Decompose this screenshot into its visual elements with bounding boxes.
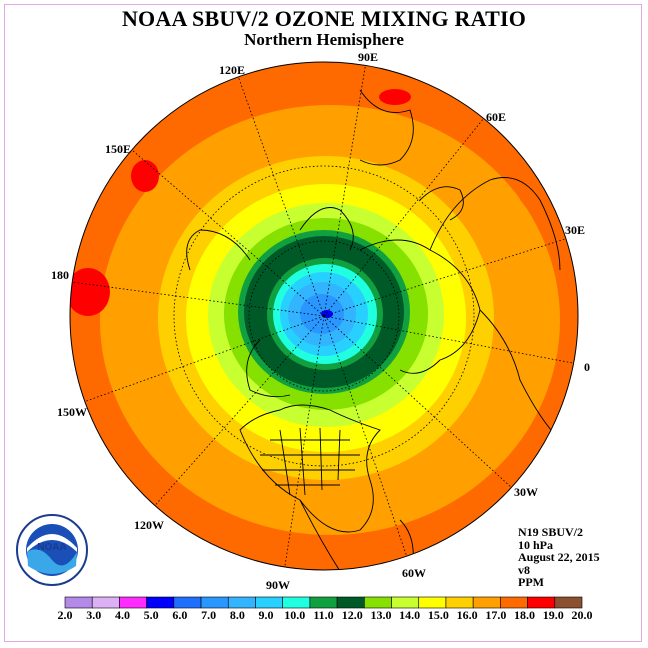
colorbar-tick-label: 16.0 [456, 608, 478, 622]
colorbar-tick-label: 14.0 [399, 608, 421, 622]
colorbar-swatch [527, 596, 556, 609]
colorbar-tick-label: 5.0 [143, 608, 159, 622]
colorbar-swatch [391, 596, 420, 609]
lon-label-30w: 30W [514, 485, 538, 499]
colorbar-tick-label: 17.0 [485, 608, 507, 622]
lon-label-180: 180 [51, 268, 69, 282]
info-date: August 22, 2015 [518, 550, 600, 564]
map-border [69, 61, 579, 571]
colorbar-swatch [472, 596, 501, 609]
info-block: N19 SBUV/2 10 hPa August 22, 2015 v8 PPM [518, 526, 600, 589]
lon-label-150w: 150W [57, 405, 87, 419]
colorbar-swatch [418, 596, 447, 609]
colorbar-tick-label: 12.0 [341, 608, 363, 622]
colorbar-tick-label: 19.0 [542, 608, 564, 622]
colorbar-tick-label: 13.0 [370, 608, 392, 622]
lon-label-90e: 90E [358, 50, 379, 64]
colorbar-tick-label: 20.0 [571, 608, 593, 622]
colorbar-tick-label: 2.0 [57, 608, 73, 622]
info-level: 10 hPa [518, 537, 554, 552]
colorbar-swatch [91, 596, 120, 609]
colorbar-tick-label: 18.0 [514, 608, 536, 622]
graticule [71, 62, 578, 570]
figure-title: NOAA SBUV/2 OZONE MIXING RATIO [121, 6, 527, 31]
colorbar-tick-label: 7.0 [201, 608, 217, 622]
colorbar-swatch [500, 596, 528, 609]
lon-label-150e: 150E [105, 142, 132, 156]
colorbar-tick-label: 11.0 [313, 608, 334, 622]
colorbar-swatch [173, 596, 202, 609]
colorbar-swatch [64, 596, 93, 609]
colorbar-tick-label: 4.0 [114, 608, 130, 622]
figure-subtitle: Northern Hemisphere [244, 30, 404, 49]
lon-label-60w: 60W [402, 566, 426, 580]
ozone-contours [70, 62, 578, 570]
info-version: v8 [518, 562, 530, 577]
figure-frame [4, 4, 642, 642]
info-units: PPM [518, 575, 544, 589]
max-90e [379, 89, 411, 105]
colorbar-swatch [554, 596, 583, 609]
lon-label-60e: 60E [486, 110, 507, 124]
max-180 [70, 268, 110, 316]
colorbar-tick-label: 3.0 [86, 608, 102, 622]
lon-label-30e: 30E [565, 223, 586, 237]
colorbar-tick-label: 9.0 [258, 608, 274, 622]
coastlines [186, 89, 561, 570]
colorbar-swatch [445, 596, 474, 609]
max-150e [131, 160, 159, 192]
lon-label-120e: 120E [219, 63, 246, 77]
colorbar-tick-label: 8.0 [229, 608, 245, 622]
colorbar-swatch [119, 596, 147, 609]
lon-label-90w: 90W [266, 578, 290, 592]
lon-label-0: 0 [584, 360, 590, 374]
colorbar-tick-label: 6.0 [172, 608, 188, 622]
colorbar-tick-label: 15.0 [427, 608, 449, 622]
colorbar-swatch [309, 596, 338, 609]
info-satellite: N19 SBUV/2 [518, 525, 584, 539]
colorbar-swatch [282, 596, 311, 609]
colorbar-swatch [146, 596, 175, 609]
noaa-logo-text: NOAA [37, 542, 66, 553]
colorbar-tick-label: 10.0 [284, 608, 306, 622]
colorbar-swatch [227, 596, 256, 609]
lon-label-120w: 120W [134, 518, 164, 532]
colorbar-swatch [364, 596, 392, 609]
colorbar-swatch [336, 596, 365, 609]
noaa-logo: NOAA [16, 514, 88, 586]
colorbar-swatch [255, 596, 283, 609]
colorbar-swatch [200, 596, 229, 609]
